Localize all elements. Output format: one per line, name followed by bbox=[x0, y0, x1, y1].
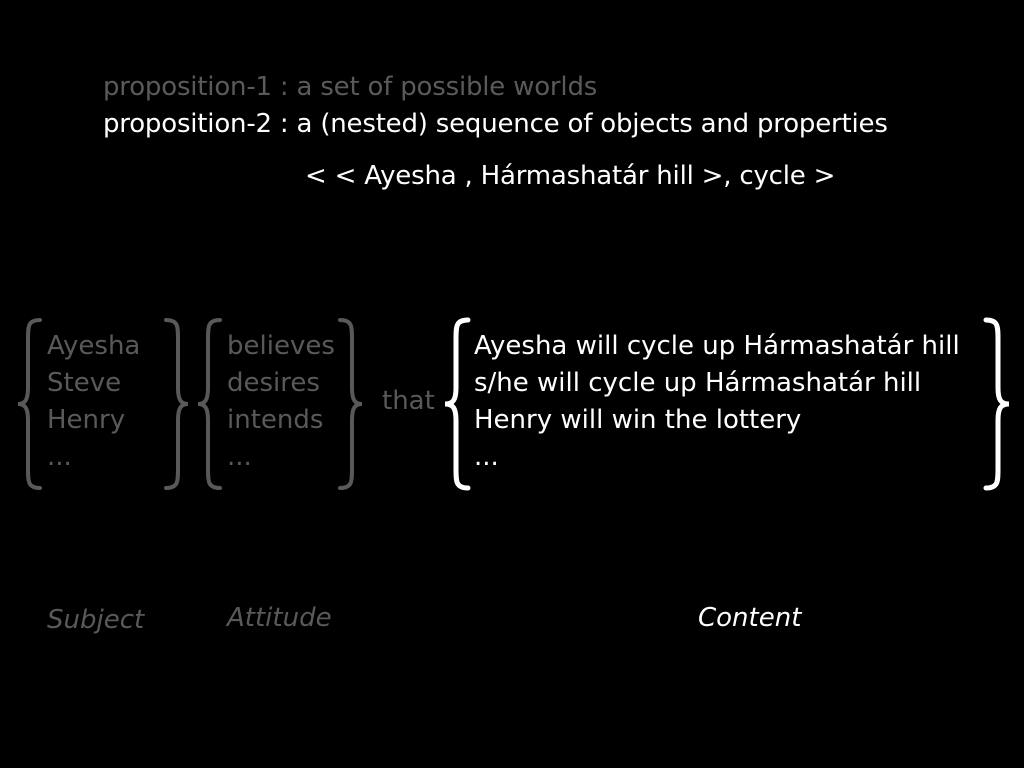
attitude-label: Attitude bbox=[227, 603, 332, 633]
content-left-brace bbox=[444, 317, 471, 491]
attitude-item: ... bbox=[227, 442, 252, 472]
subject-item: Henry bbox=[47, 405, 126, 435]
subject-item: Ayesha bbox=[47, 331, 141, 361]
subject-label: Subject bbox=[47, 605, 145, 635]
attitude-item: desires bbox=[227, 368, 320, 398]
subject-item: Steve bbox=[47, 368, 122, 398]
subject-list: Ayesha Steve Henry ... bbox=[47, 328, 140, 476]
content-list: Ayesha will cycle up Hármashatár hill s/… bbox=[474, 328, 960, 476]
content-item: Henry will win the lottery bbox=[474, 405, 802, 435]
attitude-list: believes desires intends ... bbox=[227, 328, 335, 476]
attitude-right-brace bbox=[338, 318, 363, 490]
that-connective: that bbox=[382, 386, 435, 416]
proposition-1-definition: proposition-1 : a set of possible worlds bbox=[103, 72, 598, 102]
subject-item: ... bbox=[47, 442, 72, 472]
attitude-left-brace bbox=[197, 318, 222, 490]
subject-right-brace bbox=[164, 318, 189, 490]
subject-left-brace bbox=[17, 318, 42, 490]
nested-sequence-example: < < Ayesha , Hármashatár hill >, cycle > bbox=[305, 161, 836, 191]
content-item: Ayesha will cycle up Hármashatár hill bbox=[474, 331, 960, 361]
content-right-brace bbox=[983, 317, 1010, 491]
proposition-2-definition: proposition-2 : a (nested) sequence of o… bbox=[103, 109, 888, 139]
content-label: Content bbox=[698, 603, 802, 633]
attitude-item: believes bbox=[227, 331, 335, 361]
content-item: s/he will cycle up Hármashatár hill bbox=[474, 368, 922, 398]
content-item: ... bbox=[474, 442, 499, 472]
attitude-item: intends bbox=[227, 405, 324, 435]
